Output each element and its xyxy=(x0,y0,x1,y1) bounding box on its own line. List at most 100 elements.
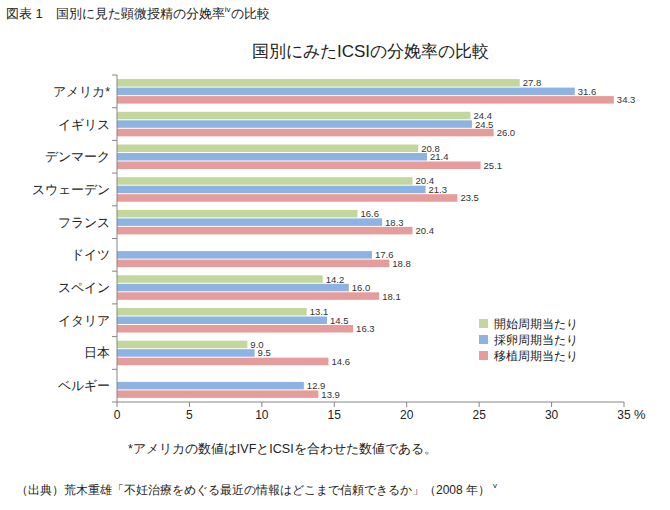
data-label: 17.6 xyxy=(375,249,394,260)
data-label: 18.3 xyxy=(385,217,404,228)
category-tick xyxy=(112,75,117,76)
bar xyxy=(117,382,304,390)
bar xyxy=(117,390,318,398)
x-tick-label: 15 xyxy=(328,408,342,422)
category-label: ベルギー xyxy=(58,379,110,393)
category-tick xyxy=(112,205,117,206)
bar xyxy=(117,145,418,153)
x-tick-label: 35 xyxy=(617,408,631,422)
x-tick xyxy=(406,402,407,407)
data-label: 16.0 xyxy=(352,282,371,293)
bar xyxy=(117,153,427,161)
x-axis-label: % xyxy=(634,407,646,422)
data-label: 27.8 xyxy=(523,77,542,88)
x-axis xyxy=(117,402,624,403)
data-label: 34.3 xyxy=(617,94,636,105)
data-label: 24.5 xyxy=(475,119,494,130)
source-sup: v xyxy=(493,481,497,490)
data-label: 21.4 xyxy=(430,151,449,162)
x-tick xyxy=(624,402,625,407)
bar xyxy=(117,317,327,325)
category-label: スペイン xyxy=(58,281,110,295)
bar xyxy=(117,194,457,202)
bar xyxy=(117,218,382,226)
bars xyxy=(117,79,614,398)
legend-swatch xyxy=(479,319,488,328)
bar xyxy=(117,112,470,120)
x-tick-label: 20 xyxy=(400,408,414,422)
x-tick xyxy=(117,402,118,407)
category-tick xyxy=(112,140,117,141)
bar xyxy=(117,341,247,349)
category-tick xyxy=(112,271,117,272)
bar xyxy=(117,325,353,333)
legend-label: 移植周期当たり xyxy=(494,350,578,362)
data-label: 18.1 xyxy=(382,291,401,302)
bar xyxy=(117,275,323,283)
bar xyxy=(117,96,614,104)
category-label: デンマーク xyxy=(45,150,110,164)
data-label: 16.3 xyxy=(356,323,375,334)
bar xyxy=(117,210,357,218)
source-text: （出典）荒木重雄「不妊治療をめぐる最近の情報はどこまで信頼できるか」（2008 … xyxy=(16,483,490,497)
x-tick xyxy=(479,402,480,407)
data-label: 16.6 xyxy=(360,208,379,219)
legend-swatch xyxy=(479,351,488,360)
footnote: *アメリカの数値はIVFとICSIを合わせた数値である。 xyxy=(128,442,437,456)
bar xyxy=(117,79,520,87)
data-label: 31.6 xyxy=(578,86,597,97)
category-tick xyxy=(112,173,117,174)
category-label: スウェーデン xyxy=(32,183,110,197)
x-tick xyxy=(189,402,190,407)
bar xyxy=(117,120,472,128)
bar xyxy=(117,129,494,137)
caption-text: の比較 xyxy=(231,6,270,21)
data-label: 13.9 xyxy=(321,389,340,400)
x-tick-label: 5 xyxy=(186,408,193,422)
bar xyxy=(117,284,349,292)
legend-label: 採卵周期当たり xyxy=(494,334,578,346)
chart: 図表 1 国別に見た顕微授精の分娩率ivの比較国別にみたICSIの分娩率の比較 2… xyxy=(0,0,670,510)
data-label: 23.5 xyxy=(460,192,479,203)
caption: 図表 1 国別に見た顕微授精の分娩率ivの比較 xyxy=(6,5,270,21)
legend-swatch xyxy=(479,335,488,344)
category-label: アメリカ* xyxy=(53,85,110,99)
data-label: 26.0 xyxy=(497,127,515,138)
category-label: ドイツ xyxy=(71,248,110,262)
category-label: 日本 xyxy=(84,346,110,360)
category-label: イギリス xyxy=(58,118,110,132)
x-tick xyxy=(551,402,552,407)
legend-label: 開始周期当たり xyxy=(494,318,578,330)
category-label: フランス xyxy=(58,216,110,230)
bar xyxy=(117,177,413,185)
chart-title: 国別にみたICSIの分娩率の比較 xyxy=(252,42,489,61)
data-label: 21.3 xyxy=(429,184,448,195)
category-tick xyxy=(112,369,117,370)
x-tick-label: 0 xyxy=(114,408,121,422)
data-label: 14.2 xyxy=(326,274,345,285)
data-label: 13.1 xyxy=(310,306,329,317)
x-tick-label: 10 xyxy=(255,408,269,422)
data-label: 14.6 xyxy=(331,356,350,367)
legend: 開始周期当たり採卵周期当たり移植周期当たり xyxy=(479,318,578,362)
data-label: 18.8 xyxy=(392,258,411,269)
bar xyxy=(117,227,413,235)
x-tick xyxy=(261,402,262,407)
data-label: 25.1 xyxy=(484,160,503,171)
bar xyxy=(117,308,307,316)
caption-text: 図表 1 国別に見た顕微授精の分娩率 xyxy=(6,6,225,21)
bar xyxy=(117,162,481,170)
bar xyxy=(117,260,389,268)
source: （出典）荒木重雄「不妊治療をめぐる最近の情報はどこまで信頼できるか」（2008 … xyxy=(16,481,497,497)
category-tick xyxy=(112,107,117,108)
x-tick xyxy=(334,402,335,407)
category-tick xyxy=(112,402,117,403)
data-labels: 27.824.420.820.416.614.213.19.031.624.52… xyxy=(250,77,635,399)
data-label: 20.4 xyxy=(416,225,435,236)
bar xyxy=(117,358,328,366)
bar xyxy=(117,186,426,194)
data-label: 14.5 xyxy=(330,315,349,326)
x-tick-label: 25 xyxy=(472,408,486,422)
bar xyxy=(117,251,372,259)
bar xyxy=(117,88,575,96)
